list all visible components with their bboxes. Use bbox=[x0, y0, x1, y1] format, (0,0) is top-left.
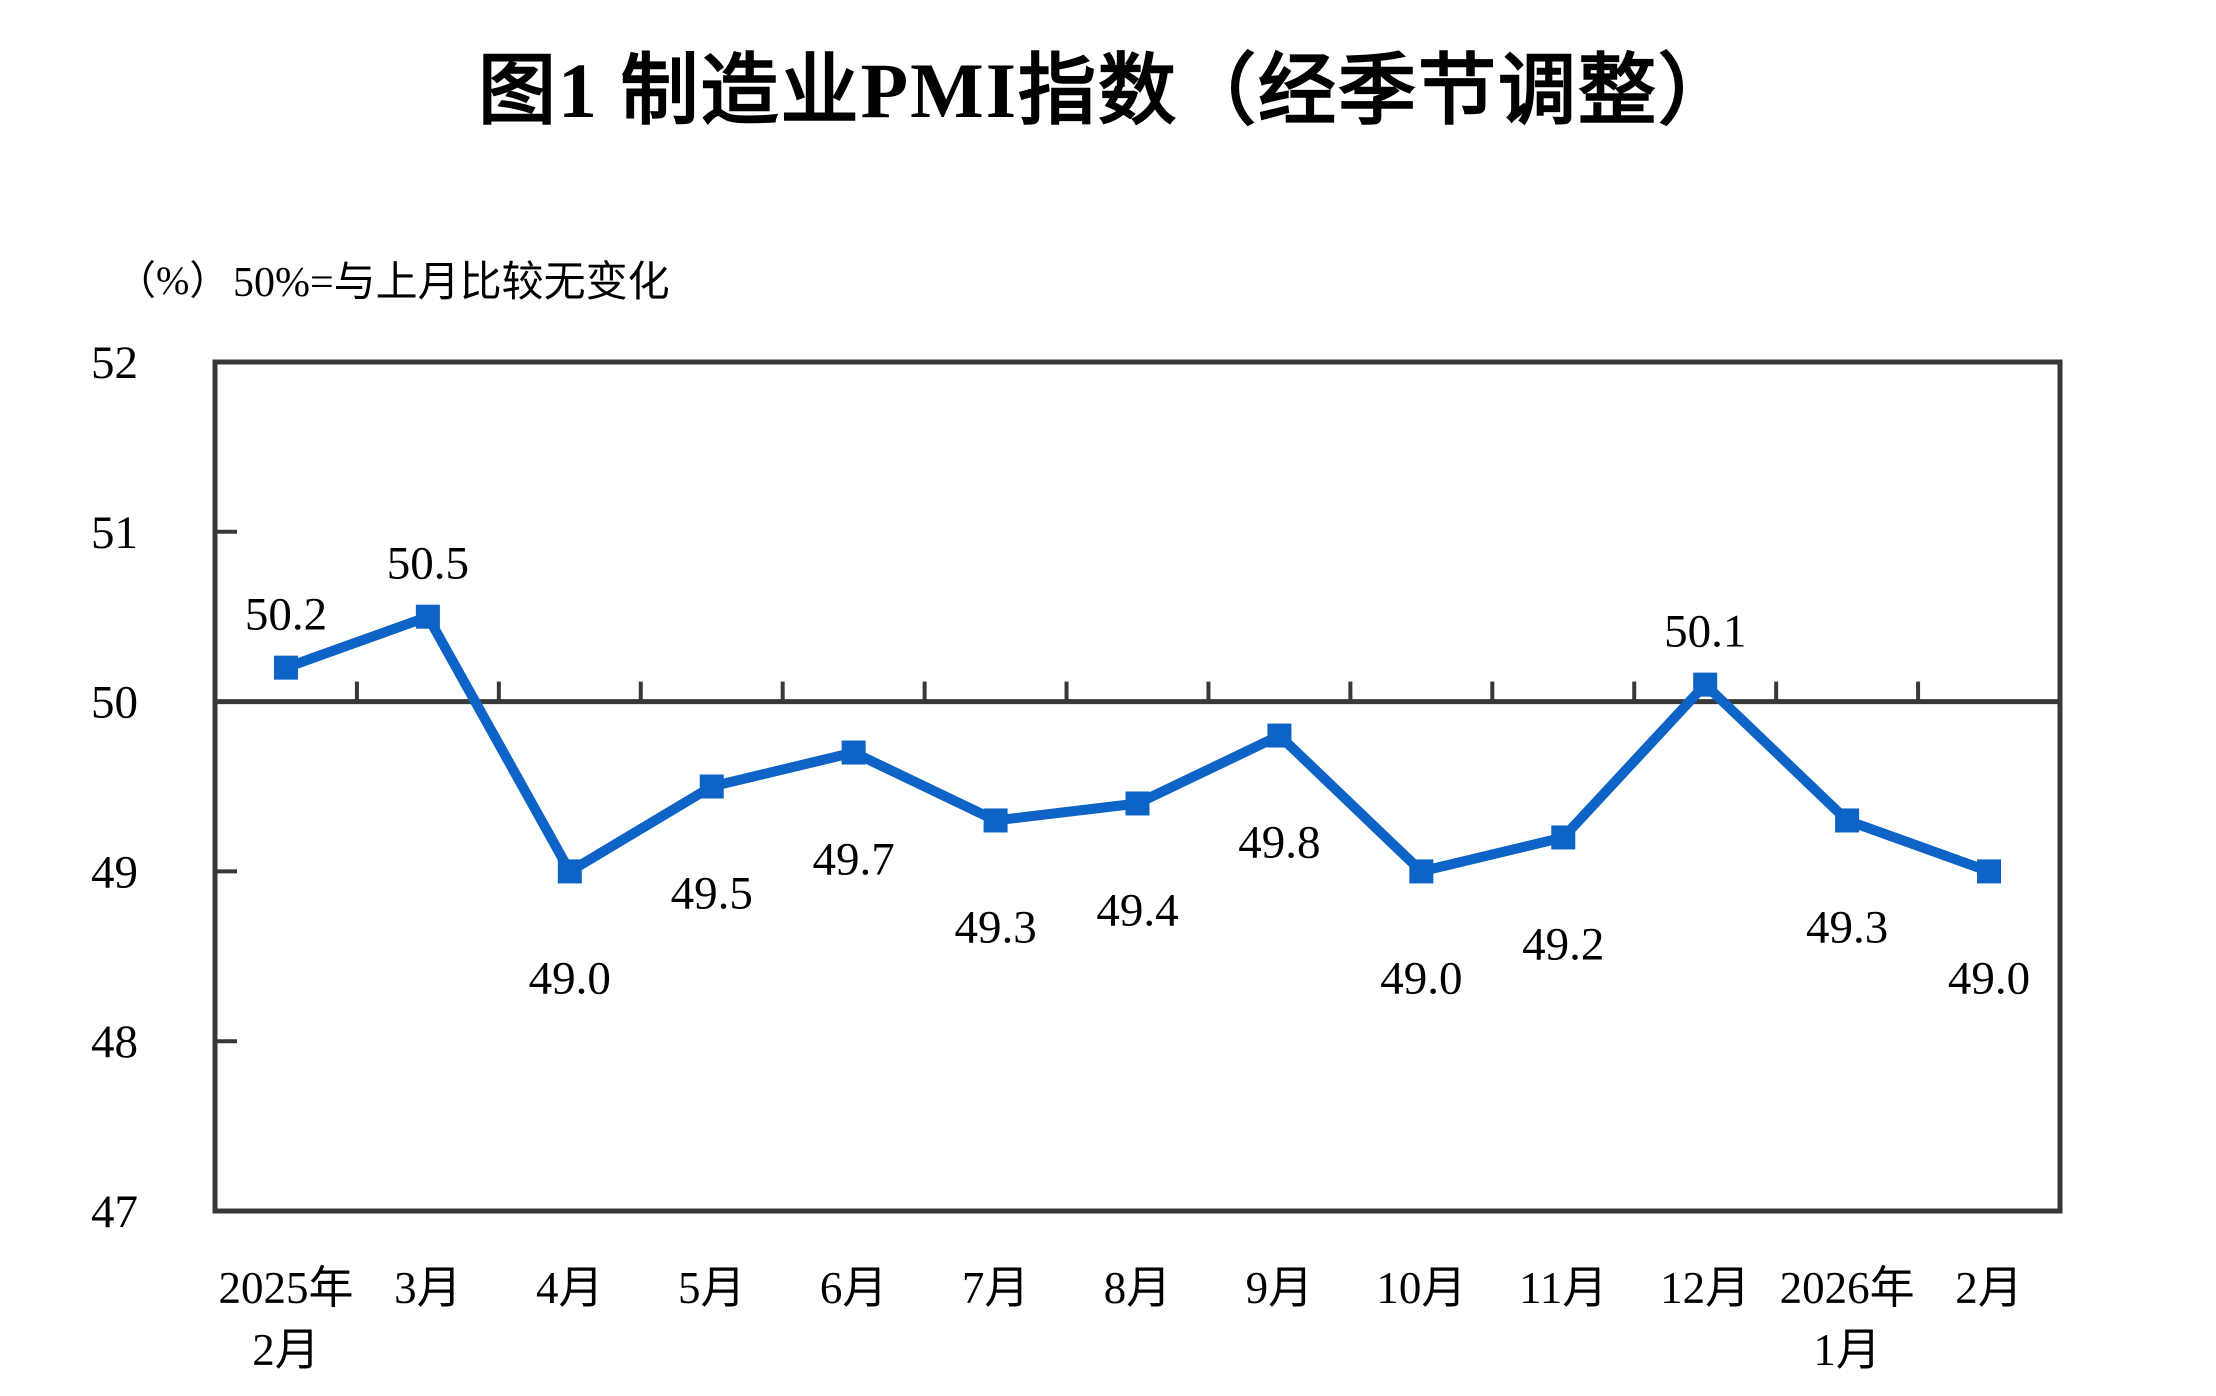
chart-title: 图1 制造业PMI指数（经季节调整） bbox=[477, 47, 1739, 134]
x-axis-category-label: 3月 bbox=[394, 1263, 462, 1313]
y-axis-tick-label: 52 bbox=[91, 337, 138, 389]
x-axis-category-label: 9月 bbox=[1246, 1263, 1314, 1313]
data-point-marker bbox=[1267, 723, 1292, 748]
data-point-label: 49.3 bbox=[954, 901, 1036, 953]
x-axis-category-label: 2月 bbox=[1955, 1263, 2023, 1313]
y-axis-tick-label: 48 bbox=[91, 1016, 138, 1068]
data-point-label: 49.8 bbox=[1238, 817, 1320, 869]
plot-area-border bbox=[212, 359, 2063, 1214]
y-axis-unit-label: （%） bbox=[116, 258, 230, 303]
data-point-marker bbox=[415, 604, 440, 629]
x-axis-category-label: 11月 bbox=[1519, 1263, 1607, 1313]
data-point-marker bbox=[1125, 791, 1150, 816]
data-point-label: 50.1 bbox=[1664, 606, 1746, 658]
data-point-label: 50.5 bbox=[387, 538, 469, 590]
x-axis-category-label: 7月 bbox=[962, 1263, 1030, 1313]
x-axis-category-label: 4月 bbox=[536, 1263, 604, 1313]
x-axis-category-label: 2025年 2月 bbox=[218, 1263, 353, 1375]
x-axis-category-label: 6月 bbox=[820, 1263, 888, 1313]
data-point-label: 49.7 bbox=[813, 834, 895, 886]
y-axis-tick-label: 51 bbox=[91, 507, 138, 559]
data-point-label: 49.0 bbox=[529, 952, 611, 1004]
data-point-marker bbox=[983, 808, 1008, 833]
reference-note: 50%=与上月比较无变化 bbox=[233, 260, 670, 306]
data-point-marker bbox=[1835, 808, 1860, 833]
data-point-label: 49.4 bbox=[1096, 884, 1178, 936]
data-point-label: 49.0 bbox=[1380, 952, 1462, 1004]
subtitle-row: （%） 50%=与上月比较无变化 bbox=[0, 248, 2216, 308]
y-axis-tick-label: 47 bbox=[91, 1186, 138, 1238]
x-axis-category-label: 12月 bbox=[1660, 1263, 1750, 1313]
x-axis-category-label: 10月 bbox=[1376, 1263, 1466, 1313]
y-axis-tick-label: 50 bbox=[91, 677, 138, 729]
data-point-marker bbox=[1409, 859, 1434, 884]
data-point-marker bbox=[841, 740, 866, 765]
x-axis-category-label: 8月 bbox=[1104, 1263, 1172, 1313]
data-point-marker bbox=[1977, 859, 2002, 884]
data-point-label: 49.2 bbox=[1522, 918, 1604, 970]
data-point-label: 49.0 bbox=[1948, 952, 2030, 1004]
data-point-marker bbox=[699, 774, 724, 799]
data-point-marker bbox=[557, 859, 582, 884]
x-axis-category-label: 5月 bbox=[678, 1263, 746, 1313]
data-point-label: 50.2 bbox=[245, 589, 327, 641]
x-axis-category-label: 2026年 1月 bbox=[1780, 1263, 1915, 1375]
data-point-marker bbox=[1551, 825, 1576, 850]
data-point-label: 49.3 bbox=[1806, 901, 1888, 953]
data-point-marker bbox=[273, 655, 298, 680]
data-point-marker bbox=[1693, 672, 1718, 697]
data-point-label: 49.5 bbox=[671, 868, 753, 920]
y-axis-tick-label: 49 bbox=[91, 846, 138, 898]
